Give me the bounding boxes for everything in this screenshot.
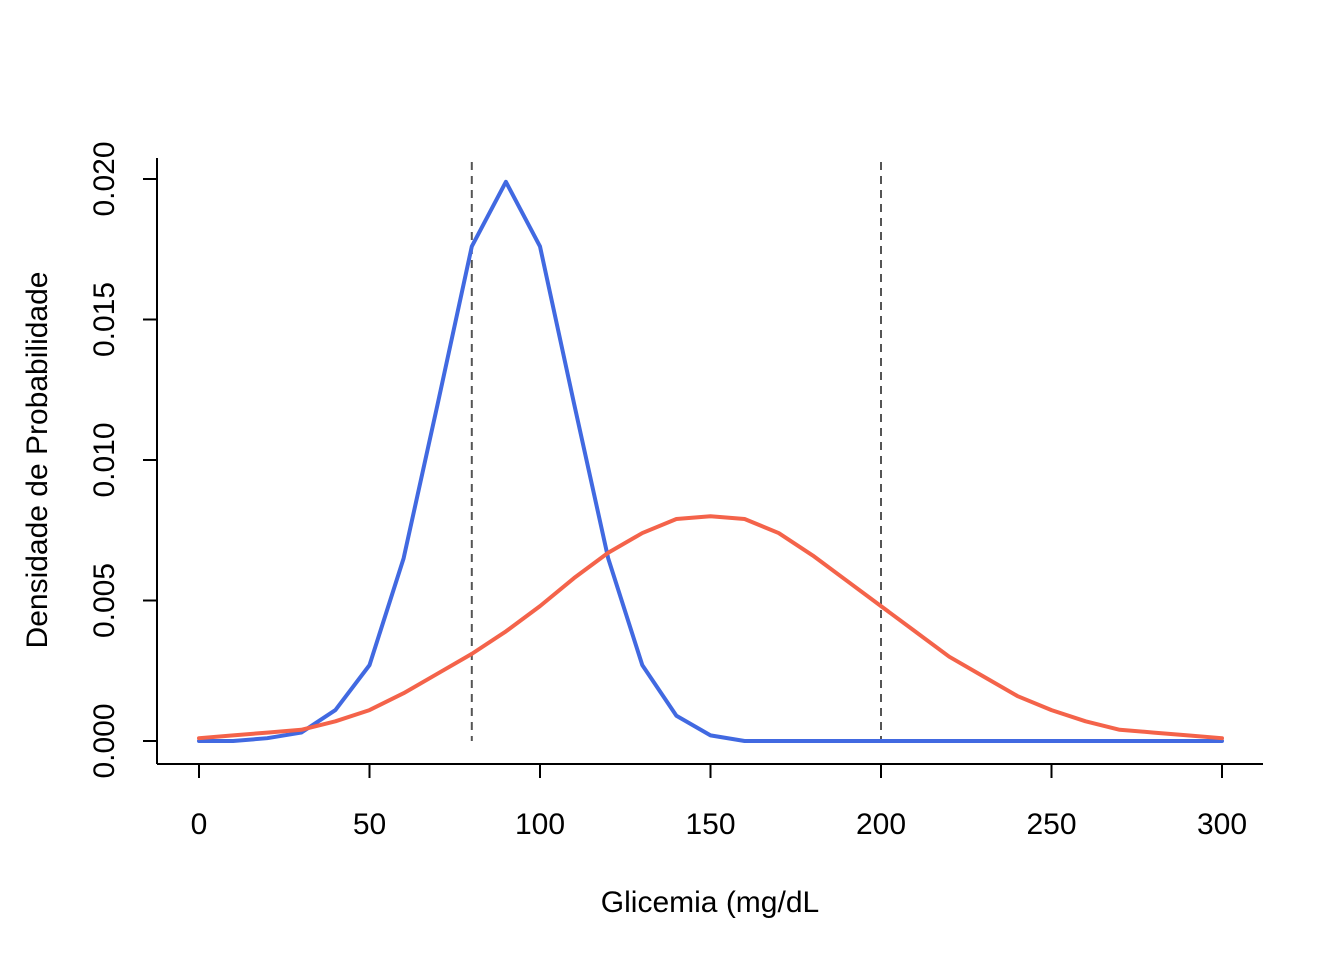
x-tick-label: 200 bbox=[856, 808, 906, 841]
series-lines bbox=[197, 179, 1224, 743]
y-tick-label: 0.010 bbox=[88, 422, 121, 497]
y-tick-label: 0.015 bbox=[88, 282, 121, 357]
series-line-1 bbox=[197, 179, 1224, 743]
x-axis-title: Glicemia (mg/dL bbox=[601, 886, 819, 919]
series-line-2 bbox=[197, 514, 1224, 741]
x-tick-label: 300 bbox=[1197, 808, 1247, 841]
y-tick-label: 0.000 bbox=[88, 703, 121, 778]
y-axis-title: Densidade de Probabilidade bbox=[21, 272, 54, 649]
y-tick-label: 0.020 bbox=[88, 141, 121, 216]
x-tick-label: 250 bbox=[1026, 808, 1076, 841]
tick-labels: 0 50 100 150 200 250 300 0.000 0.005 0.010 0.015 0.… bbox=[88, 141, 1247, 841]
x-tick-label: 150 bbox=[685, 808, 735, 841]
x-tick-label: 100 bbox=[515, 808, 565, 841]
axes bbox=[143, 158, 1263, 778]
x-tick-label: 0 bbox=[191, 808, 208, 841]
y-tick-label: 0.005 bbox=[88, 563, 121, 638]
x-tick-label: 50 bbox=[353, 808, 386, 841]
reference-lines bbox=[470, 162, 882, 741]
